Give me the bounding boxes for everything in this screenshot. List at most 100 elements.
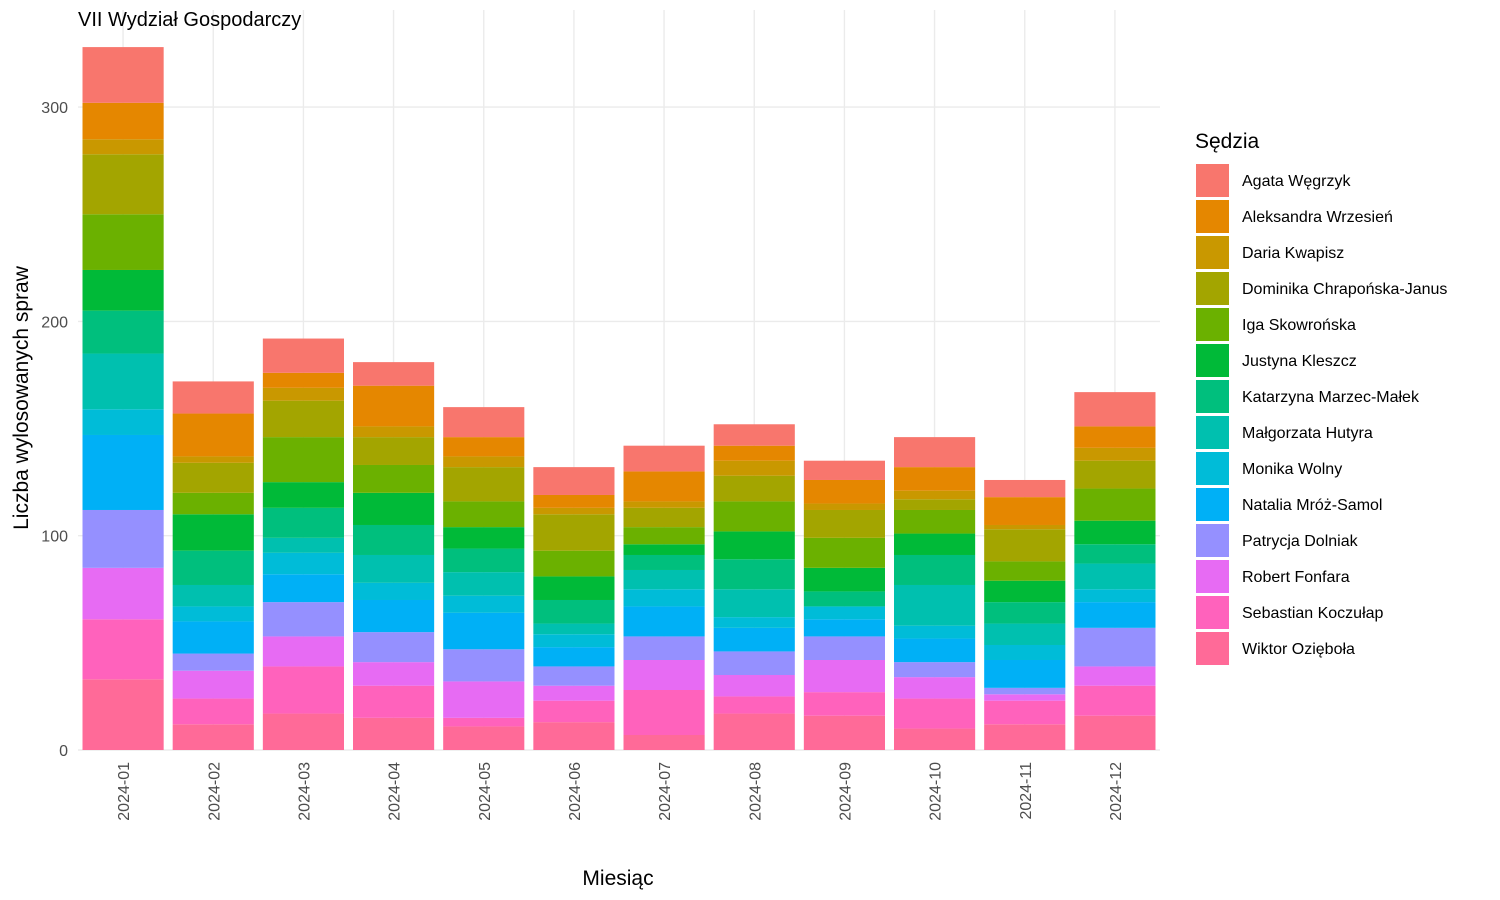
- bar-segment: [353, 362, 435, 386]
- bar-segment: [1074, 666, 1156, 686]
- legend-label: Patrycja Dolniak: [1242, 533, 1359, 550]
- bar-segment: [984, 623, 1066, 645]
- bar-segment: [533, 576, 615, 600]
- bar-segment: [713, 627, 795, 652]
- bar-segment: [262, 400, 344, 438]
- bar-segment: [262, 713, 344, 750]
- legend-swatch: [1196, 596, 1229, 629]
- bar-segment: [803, 692, 885, 716]
- bar-segment: [353, 524, 435, 555]
- bar-segment: [262, 372, 344, 388]
- bar-segment: [1074, 602, 1156, 628]
- bar-segment: [262, 387, 344, 401]
- bar-segment: [82, 47, 164, 103]
- legend-label: Aleksandra Wrzesień: [1242, 209, 1393, 226]
- bar-segment: [1074, 627, 1156, 667]
- legend-swatch: [1196, 344, 1229, 377]
- bar-segment: [172, 584, 254, 607]
- bar-segment: [443, 407, 525, 438]
- bar-segment: [984, 580, 1066, 603]
- legend-label: Justyna Kleszcz: [1242, 353, 1357, 370]
- bar-segment: [262, 338, 344, 373]
- bar-segment: [894, 698, 976, 729]
- x-tick-label: 2024-02: [206, 762, 223, 821]
- bar-segment: [443, 681, 525, 718]
- bar-stack-2024-05: [443, 407, 525, 750]
- legend-label: Sebastian Koczułap: [1242, 605, 1384, 622]
- bar-segment: [82, 619, 164, 680]
- bar-segment: [984, 694, 1066, 701]
- bar-segment: [803, 715, 885, 750]
- bar-segment: [82, 154, 164, 215]
- bar-segment: [262, 574, 344, 603]
- x-tick-label: 2024-09: [837, 762, 854, 821]
- bar-segment: [803, 619, 885, 637]
- bar-segment: [172, 492, 254, 515]
- legend-label: Daria Kwapisz: [1242, 245, 1344, 262]
- bar-stack-2024-12: [1074, 392, 1156, 750]
- legend-item: Monika Wolny: [1196, 452, 1342, 485]
- bar-segment: [803, 460, 885, 480]
- bar-segment: [172, 381, 254, 414]
- bar-segment: [172, 653, 254, 671]
- bar-segment: [894, 625, 976, 639]
- bar-segment: [82, 567, 164, 620]
- bar-segment: [713, 424, 795, 446]
- legend-swatch: [1196, 524, 1229, 557]
- bar-segment: [623, 471, 705, 502]
- bar-stack-2024-08: [713, 424, 795, 750]
- bar-segment: [262, 666, 344, 714]
- bar-segment: [353, 599, 435, 633]
- legend-label: Iga Skowrońska: [1242, 317, 1356, 334]
- bar-segment: [533, 685, 615, 701]
- bar-segment: [894, 662, 976, 678]
- x-tick-label: 2024-12: [1108, 762, 1125, 821]
- y-tick-label: 100: [41, 529, 68, 546]
- bar-segment: [894, 437, 976, 468]
- legend-swatch: [1196, 560, 1229, 593]
- bar-segment: [353, 582, 435, 600]
- bar-stack-2024-04: [353, 362, 435, 750]
- bar-segment: [353, 426, 435, 438]
- bar-segment: [984, 659, 1066, 688]
- bar-segment: [82, 102, 164, 140]
- bar-stack-2024-06: [533, 467, 615, 750]
- bar-segment: [443, 595, 525, 613]
- x-tick-label: 2024-10: [928, 762, 945, 821]
- bar-segment: [713, 531, 795, 560]
- legend-label: Agata Węgrzyk: [1242, 173, 1351, 190]
- bar-segment: [1074, 392, 1156, 427]
- legend-item: Daria Kwapisz: [1196, 236, 1344, 269]
- bar-segment: [82, 434, 164, 510]
- y-tick-label: 0: [59, 743, 68, 760]
- y-tick-label: 300: [41, 100, 68, 117]
- bar-segment: [533, 666, 615, 686]
- legend-item: Sebastian Koczułap: [1196, 596, 1384, 629]
- bar-segment: [623, 527, 705, 545]
- bar-segment: [894, 467, 976, 491]
- bar-segment: [353, 717, 435, 750]
- bar-segment: [803, 537, 885, 568]
- legend-title: Sędzia: [1195, 130, 1260, 153]
- bar-segment: [172, 698, 254, 725]
- bar-segment: [1074, 563, 1156, 590]
- x-tick-label: 2024-05: [477, 762, 494, 821]
- legend-swatch: [1196, 200, 1229, 233]
- x-tick-label: 2024-06: [567, 762, 584, 821]
- bar-segment: [894, 638, 976, 663]
- bar-segment: [1074, 715, 1156, 750]
- x-axis-title: Miesiąc: [582, 867, 653, 890]
- bar-segment: [713, 445, 795, 461]
- legend-label: Robert Fonfara: [1242, 569, 1350, 586]
- bar-segment: [1074, 520, 1156, 545]
- bar-stack-2024-01: [82, 47, 164, 750]
- bar-segment: [172, 462, 254, 493]
- legend: Sędzia Agata Węgrzyk Aleksandra Wrzesień D…: [1195, 130, 1447, 665]
- bar-segment: [262, 482, 344, 508]
- bar-segment: [353, 554, 435, 583]
- bar-stack-2024-10: [894, 437, 976, 750]
- bar-segment: [353, 632, 435, 663]
- bar-segment: [623, 636, 705, 660]
- legend-swatch: [1196, 416, 1229, 449]
